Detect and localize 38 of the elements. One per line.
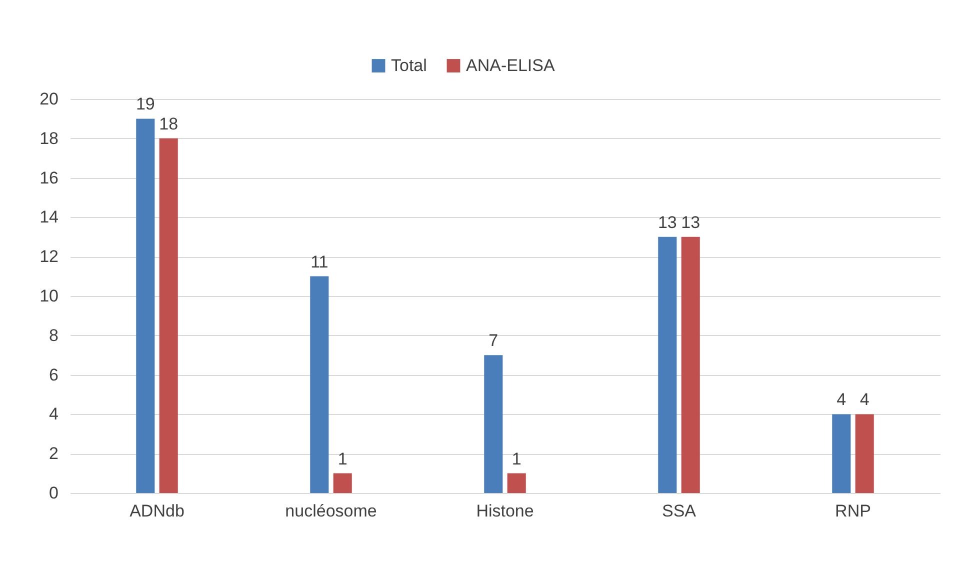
bar [855, 414, 874, 493]
bar [136, 118, 155, 493]
bar [159, 138, 178, 493]
data-label: 1 [512, 449, 522, 468]
bar [681, 236, 700, 493]
x-tick-label: nucléosome [285, 502, 377, 520]
y-tick-label: 12 [40, 247, 58, 266]
y-tick-label: 6 [49, 365, 58, 384]
data-label: 1 [338, 449, 348, 468]
x-tick-label: SSA [662, 502, 697, 520]
x-tick-label: ADNdb [130, 502, 184, 520]
y-tick-label: 0 [49, 484, 58, 502]
y-tick-label: 14 [40, 208, 58, 227]
legend-label: ANA-ELISA [466, 56, 556, 75]
x-tick-label: RNP [835, 502, 871, 520]
data-label: 18 [159, 114, 178, 134]
bar [507, 473, 526, 493]
data-label: 7 [488, 331, 498, 350]
y-tick-label: 2 [49, 444, 58, 464]
data-label: 11 [310, 252, 328, 272]
data-label: 13 [658, 212, 677, 232]
data-label: 4 [836, 390, 846, 410]
y-tick-label: 16 [40, 168, 58, 188]
bar [310, 276, 329, 493]
bar [484, 355, 503, 493]
bar [832, 414, 851, 493]
legend-label: Total [391, 56, 427, 75]
bar [333, 473, 352, 493]
y-tick-label: 10 [40, 286, 58, 306]
y-tick-label: 4 [49, 404, 58, 424]
data-label: 13 [681, 212, 700, 232]
data-label: 19 [136, 94, 155, 114]
x-tick-label: Histone [476, 502, 534, 520]
y-tick-label: 18 [40, 128, 58, 148]
data-label: 4 [860, 390, 870, 410]
y-tick-label: 20 [40, 90, 58, 108]
y-tick-label: 8 [49, 326, 58, 345]
bar [658, 236, 677, 493]
